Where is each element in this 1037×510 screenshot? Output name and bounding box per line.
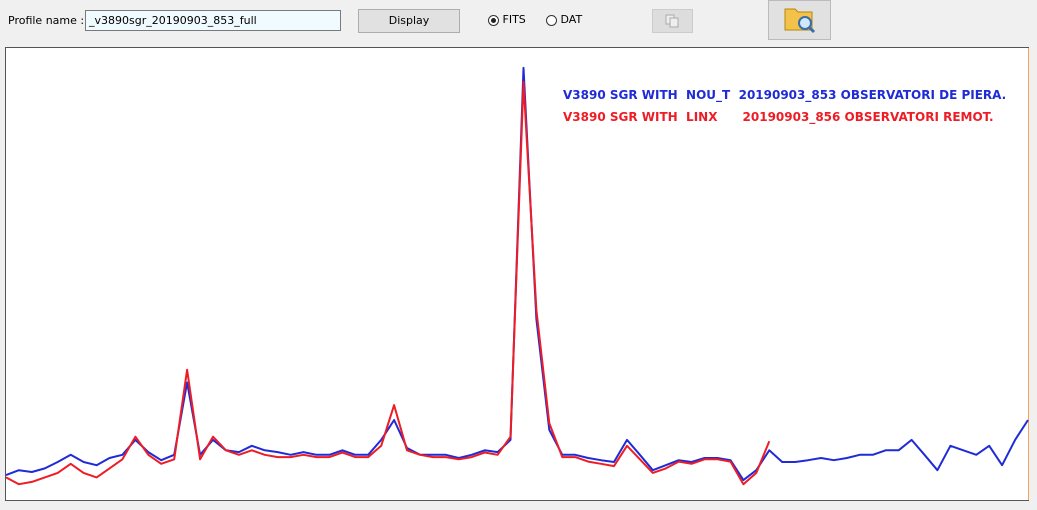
fits-radio[interactable]: FITS (488, 13, 526, 26)
display-button[interactable]: Display (358, 9, 460, 33)
copy-button[interactable] (652, 9, 693, 33)
profile-input[interactable]: _v3890sgr_20190903_853_full (85, 10, 341, 31)
legend-entry: V3890 SGR WITH LINX 20190903_856 OBSERVA… (563, 110, 994, 125)
open-button[interactable] (768, 0, 831, 40)
dat-label: DAT (560, 13, 583, 26)
chart: V3890 SGR WITH NOU_T 20190903_853 OBSERV… (5, 47, 1029, 501)
copy-icon (665, 14, 679, 28)
profile-label: Profile name : (8, 14, 85, 27)
folder-icon (784, 8, 816, 34)
dat-radio[interactable]: DAT (546, 13, 582, 26)
legend-entry: V3890 SGR WITH NOU_T 20190903_853 OBSERV… (563, 88, 1006, 103)
fits-label: FITS (502, 13, 526, 26)
spectrum-line (5, 80, 771, 486)
